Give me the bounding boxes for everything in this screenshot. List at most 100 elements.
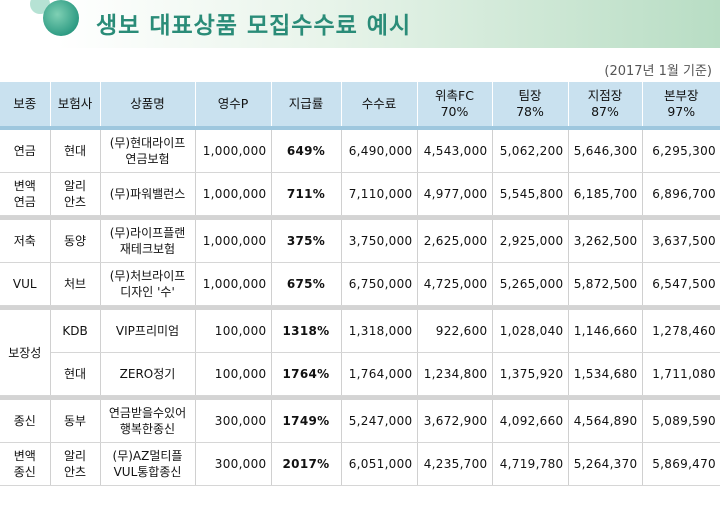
column-header-ratio: 97% — [667, 104, 696, 119]
table-header-row: 보종 보험사 상품명 영수P 지급률 수수료 위촉FC 70% 팀장 78% 지점장 87% 본부장 97… — [0, 82, 720, 126]
column-header-label: 보종 — [13, 96, 37, 111]
commission-cell: 3,750,000 — [341, 220, 418, 263]
product-name-cell-line: (무)파워밸런스 — [109, 187, 186, 201]
commission-cell: 6,490,000 — [341, 130, 418, 173]
insurance-type-cell-line: 변액 — [13, 449, 36, 463]
insurer-cell-line: 현대 — [63, 144, 87, 158]
insurer-cell-line: 알리 — [63, 449, 87, 463]
insurer-cell-line: 동양 — [63, 234, 87, 248]
column-header: 영수P — [195, 82, 272, 126]
column-header: 상품명 — [100, 82, 196, 126]
premium-cell: 1,000,000 — [195, 220, 272, 263]
column-header: 지점장 87% — [568, 82, 643, 126]
column-header: 보험사 — [50, 82, 101, 126]
insurer-cell: 알리 안츠 — [50, 172, 101, 216]
fc-commission-cell: 4,725,000 — [417, 262, 493, 306]
branch-manager-commission-cell: 4,564,890 — [568, 400, 643, 443]
payout-rate-cell: 1749% — [271, 400, 342, 443]
premium-cell: 100,000 — [195, 352, 272, 396]
insurer-cell: 동부 — [50, 400, 101, 443]
product-name-cell-line: ZERO정기 — [119, 367, 176, 381]
premium-cell: 1,000,000 — [195, 172, 272, 216]
column-header-ratio: 70% — [440, 104, 469, 119]
table-row: 종신 동부 연금받을수있어 행복한종신 300,000 1749% 5,247,000 3,6… — [0, 400, 720, 443]
team-leader-commission-cell: 5,265,000 — [492, 262, 569, 306]
hq-manager-commission-cell: 6,295,300 — [642, 130, 720, 173]
table-row: 보장성 KDB VIP프리미엄 100,000 1318% 1,318,000 922,60… — [0, 310, 720, 396]
premium-cell: 1,000,000 — [195, 130, 272, 173]
insurer-cell: 동양 — [50, 220, 101, 263]
insurance-type-cell: 저축 — [0, 220, 51, 263]
branch-manager-commission-cell: 1,146,660 — [568, 310, 643, 353]
column-header-label: 수수료 — [361, 96, 397, 111]
insurer-cell-line: 안츠 — [63, 465, 87, 479]
insurance-type-cell: 종신 — [0, 400, 51, 443]
table-body: 연금 현대 (무)현대라이프 연금보험 1,000,000 649% 6,490,000 4,… — [0, 126, 720, 486]
table-row: 변액 연금 알리 안츠 (무)파워밸런스 1,000,000 711% 7,110,000 4,… — [0, 172, 720, 216]
team-leader-commission-cell: 1,375,920 — [492, 352, 569, 396]
column-header-label: 위촉FC — [435, 88, 474, 103]
group-separator — [0, 395, 720, 400]
commission-cell: 6,750,000 — [341, 262, 418, 306]
column-header: 본부장 97% — [642, 82, 720, 126]
insurance-type-cell: 보장성 — [0, 310, 51, 396]
premium-cell: 100,000 — [195, 310, 272, 353]
payout-rate-cell: 1318% — [271, 310, 342, 353]
group-separator — [0, 215, 720, 220]
team-leader-commission-cell: 5,062,200 — [492, 130, 569, 173]
insurer-cell: KDB — [50, 310, 101, 353]
column-header-label: 상품명 — [130, 96, 165, 111]
branch-manager-commission-cell: 6,185,700 — [568, 172, 643, 216]
column-header: 위촉FC 70% — [417, 82, 493, 126]
insurer-cell-line: 동부 — [63, 414, 87, 428]
table-row: VUL 처브 (무)처브라이프 디자인 '수' 1,000,000 675% 6,750,0… — [0, 262, 720, 306]
branch-manager-commission-cell: 3,262,500 — [568, 220, 643, 263]
commission-cell: 1,318,000 — [341, 310, 418, 353]
insurance-type-cell: 연금 — [0, 130, 51, 173]
product-name-cell: VIP프리미엄 — [100, 310, 196, 353]
product-name-cell-line: 행복한종신 — [119, 422, 176, 436]
team-leader-commission-cell: 1,028,040 — [492, 310, 569, 353]
column-header-label: 팀장 — [518, 88, 542, 103]
product-name-cell-line: 디자인 '수' — [120, 285, 175, 299]
product-name-cell: (무)파워밸런스 — [100, 172, 196, 216]
insurer-cell-line: 처브 — [63, 277, 87, 291]
insurance-type-cell-line: 저축 — [13, 234, 36, 248]
column-header: 보종 — [0, 82, 51, 126]
column-header-label: 지점장 — [587, 88, 623, 103]
payout-rate-cell: 375% — [271, 220, 342, 263]
hq-manager-commission-cell: 6,896,700 — [642, 172, 720, 216]
hq-manager-commission-cell: 5,089,590 — [642, 400, 720, 443]
team-leader-commission-cell: 4,719,780 — [492, 442, 569, 486]
column-header: 수수료 — [341, 82, 418, 126]
commission-table: 보종 보험사 상품명 영수P 지급률 수수료 위촉FC 70% 팀장 78% 지점장 87% 본부장 97… — [0, 82, 720, 486]
fc-commission-cell: 4,235,700 — [417, 442, 493, 486]
group-separator — [0, 305, 720, 310]
column-header-label: 영수P — [217, 96, 249, 111]
payout-rate-cell: 2017% — [271, 442, 342, 486]
insurance-type-cell-line: VUL — [12, 277, 37, 291]
insurance-type-cell: VUL — [0, 262, 51, 306]
fc-commission-cell: 3,672,900 — [417, 400, 493, 443]
insurance-type-cell-line: 연금 — [13, 144, 36, 158]
product-name-cell-line: (무)현대라이프 — [109, 136, 186, 150]
product-name-cell-line: 연금보험 — [125, 152, 170, 166]
date-note: (2017년 1월 기준) — [604, 64, 712, 79]
team-leader-commission-cell: 5,545,800 — [492, 172, 569, 216]
insurer-cell-line: 현대 — [63, 367, 87, 381]
insurance-type-cell-line: 변액 — [13, 179, 36, 193]
product-name-cell: (무)라이프플랜 재테크보험 — [100, 220, 196, 263]
table-row: 연금 현대 (무)현대라이프 연금보험 1,000,000 649% 6,490,000 4,… — [0, 130, 720, 173]
hq-manager-commission-cell: 1,711,080 — [642, 352, 720, 396]
payout-rate-cell: 649% — [271, 130, 342, 173]
insurer-cell-line: KDB — [62, 324, 88, 338]
decorative-circle-icon — [43, 0, 79, 36]
column-header: 지급률 — [271, 82, 342, 126]
fc-commission-cell: 4,977,000 — [417, 172, 493, 216]
payout-rate-cell: 1764% — [271, 352, 342, 396]
insurance-type-cell: 변액 종신 — [0, 442, 51, 486]
product-name-cell-line: 연금받을수있어 — [108, 406, 187, 420]
product-name-cell-line: (무)처브라이프 — [109, 269, 186, 283]
